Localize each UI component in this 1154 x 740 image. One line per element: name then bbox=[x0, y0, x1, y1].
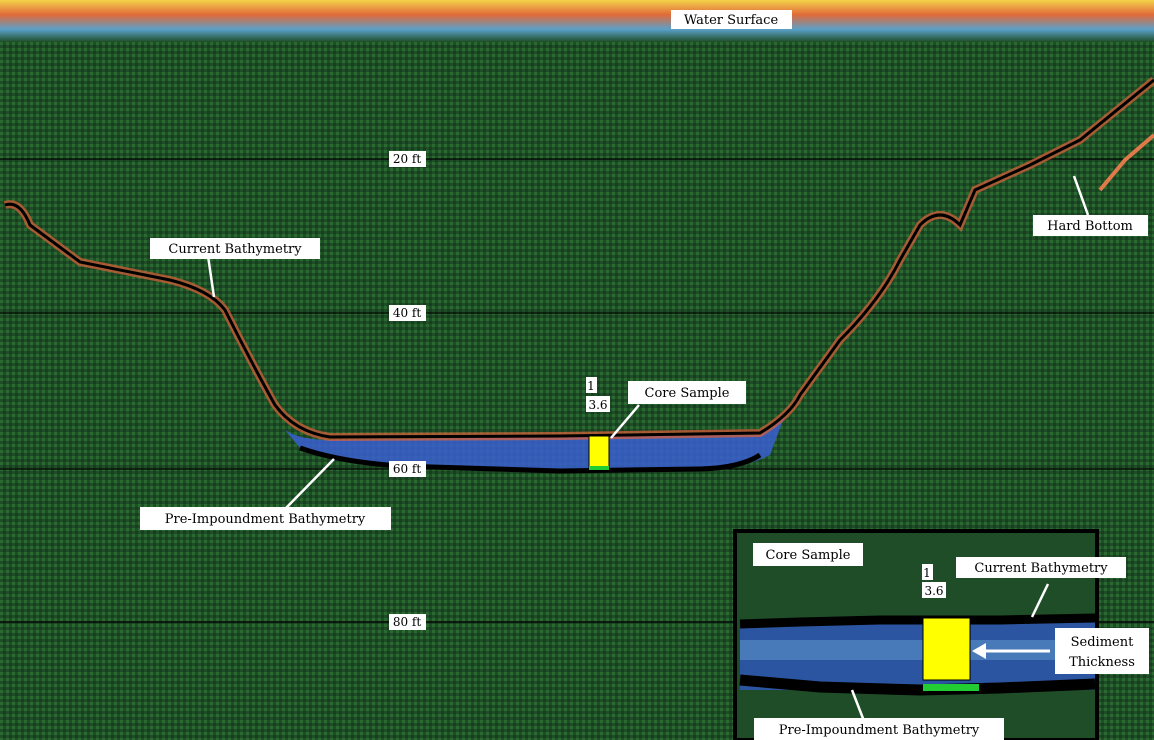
inset-label-core-sample: Core Sample bbox=[753, 543, 863, 566]
core-sample-base bbox=[589, 466, 609, 470]
svg-text:Current Bathymetry: Current Bathymetry bbox=[974, 561, 1108, 576]
depth-label-60: 60 ft bbox=[389, 461, 426, 477]
inset-core-annotation: 1 3.6 bbox=[922, 564, 946, 598]
svg-text:3.6: 3.6 bbox=[588, 398, 607, 412]
inset-current-bathymetry-line bbox=[739, 613, 1096, 629]
svg-text:1: 1 bbox=[923, 566, 931, 580]
inset-label-current-bathymetry: Current Bathymetry bbox=[956, 557, 1126, 578]
svg-text:Current Bathymetry: Current Bathymetry bbox=[168, 242, 302, 257]
core-annotation: 1 3.6 bbox=[586, 377, 610, 412]
pointer-hard-bottom bbox=[1072, 175, 1090, 216]
label-current-bathymetry: Current Bathymetry bbox=[150, 238, 320, 259]
svg-text:1: 1 bbox=[587, 379, 595, 393]
svg-text:80 ft: 80 ft bbox=[393, 615, 422, 629]
inset-pointer-pre bbox=[850, 689, 866, 722]
hard-bottom-echo bbox=[1098, 133, 1154, 192]
current-bathymetry-line bbox=[4, 78, 1154, 439]
label-pre-impoundment: Pre-Impoundment Bathymetry bbox=[140, 507, 391, 530]
svg-text:Core Sample: Core Sample bbox=[645, 386, 730, 401]
svg-text:Pre-Impoundment Bathymetry: Pre-Impoundment Bathymetry bbox=[165, 512, 366, 527]
inset-panel: Core Sample Current Bathymetry Sediment … bbox=[733, 529, 1149, 740]
svg-text:60 ft: 60 ft bbox=[393, 462, 422, 476]
svg-text:3.6: 3.6 bbox=[924, 584, 943, 598]
label-water-surface: Water Surface bbox=[671, 10, 792, 29]
surface-band bbox=[0, 0, 1154, 42]
svg-text:Core Sample: Core Sample bbox=[766, 548, 851, 563]
depth-label-40: 40 ft bbox=[389, 305, 426, 321]
inset-pre-impoundment-line bbox=[739, 674, 1096, 696]
inset-core-base bbox=[923, 684, 979, 691]
inset-pointer-current bbox=[1030, 583, 1050, 618]
pointer-current-bathymetry bbox=[206, 255, 216, 298]
svg-text:Pre-Impoundment Bathymetry: Pre-Impoundment Bathymetry bbox=[779, 723, 980, 738]
depth-label-80: 80 ft bbox=[389, 614, 426, 630]
svg-text:Water Surface: Water Surface bbox=[684, 13, 779, 28]
svg-text:Sediment: Sediment bbox=[1071, 635, 1134, 650]
sediment-layer bbox=[285, 415, 785, 472]
depth-label-20: 20 ft bbox=[389, 151, 426, 167]
inset-label-pre-impoundment: Pre-Impoundment Bathymetry bbox=[754, 718, 1004, 740]
svg-text:Thickness: Thickness bbox=[1069, 655, 1135, 670]
svg-text:20 ft: 20 ft bbox=[393, 152, 422, 166]
label-hard-bottom: Hard Bottom bbox=[1033, 215, 1148, 236]
pointer-core-sample bbox=[610, 404, 640, 439]
svg-text:Hard Bottom: Hard Bottom bbox=[1047, 219, 1133, 234]
svg-text:40 ft: 40 ft bbox=[393, 306, 422, 320]
inset-sediment-layer bbox=[740, 622, 1095, 690]
arrow-left-icon bbox=[972, 643, 986, 659]
core-sample-marker bbox=[588, 435, 610, 469]
label-core-sample: Core Sample bbox=[628, 381, 746, 404]
inset-core-marker bbox=[922, 617, 971, 681]
pointer-pre-impoundment bbox=[285, 458, 335, 509]
inset-label-sediment-thickness: Sediment Thickness bbox=[1055, 628, 1149, 674]
